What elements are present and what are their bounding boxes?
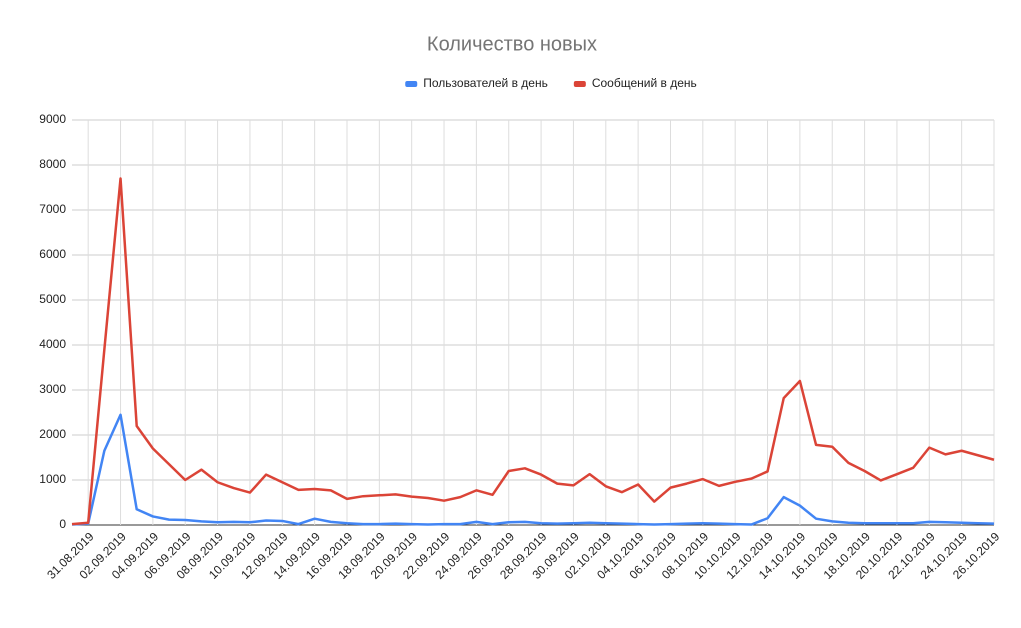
y-tick-label: 0: [59, 517, 66, 531]
y-tick-label: 4000: [39, 337, 66, 351]
legend-label: Пользователей в день: [423, 76, 548, 90]
y-tick-label: 2000: [39, 427, 66, 441]
series-line: [71, 177, 995, 526]
legend: Пользователей в день Сообщений в день: [405, 76, 697, 90]
legend-swatch: [405, 81, 418, 87]
y-tick-label: 1000: [39, 472, 66, 486]
legend-swatch: [573, 81, 586, 87]
y-tick-label: 3000: [39, 382, 66, 396]
y-tick-label: 7000: [39, 202, 66, 216]
series-line: [71, 413, 995, 526]
chart-title: Количество новых: [427, 33, 597, 55]
legend-label: Сообщений в день: [592, 76, 697, 90]
y-tick-label: 8000: [39, 157, 66, 171]
y-tick-label: 6000: [39, 247, 66, 261]
y-tick-label: 9000: [39, 112, 66, 126]
legend-item: Пользователей в день: [405, 76, 548, 90]
legend-item: Сообщений в день: [573, 76, 697, 90]
y-tick-label: 5000: [39, 292, 66, 306]
